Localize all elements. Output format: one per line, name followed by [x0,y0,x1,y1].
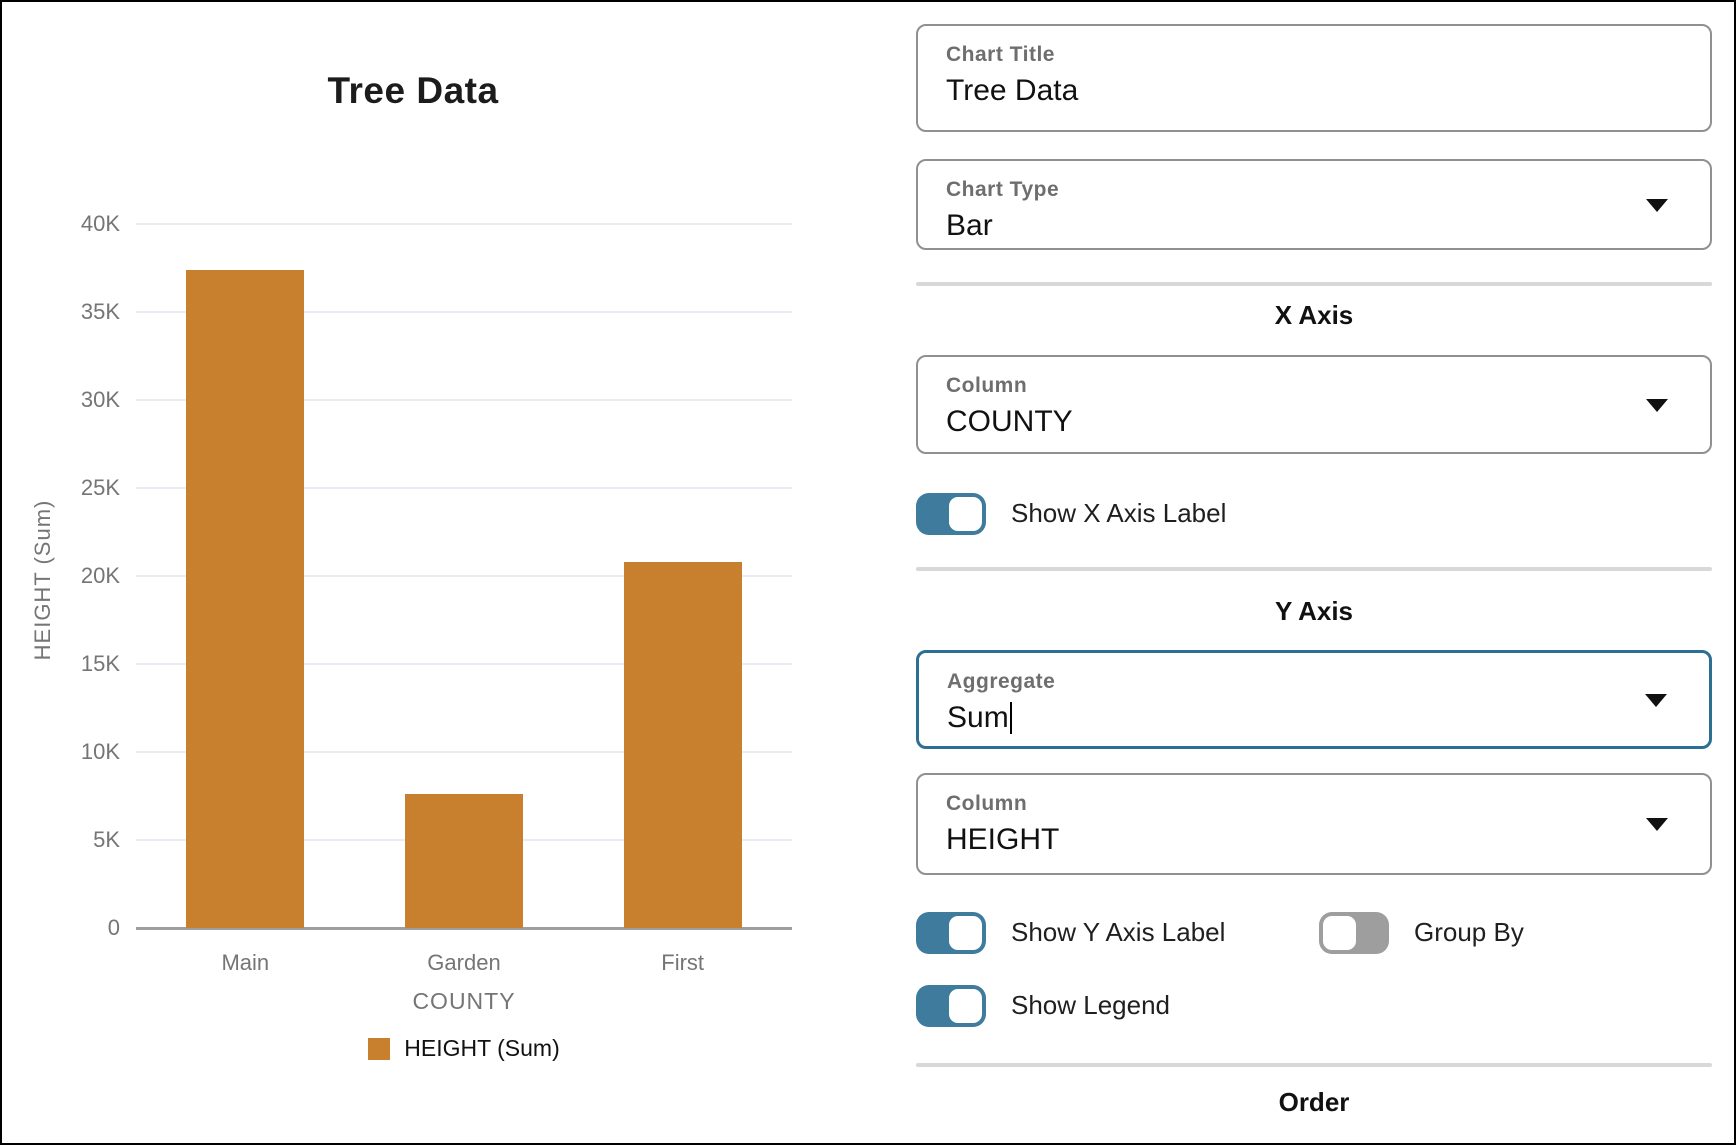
show-legend-row: Show Legend [916,985,1712,1027]
show-y-axis-label-toggle[interactable] [916,912,986,954]
y-axis-column-dropdown[interactable]: Column HEIGHT [916,773,1712,875]
chart-type-dropdown-label: Chart Type [946,178,1060,201]
legend-swatch-icon [368,1037,391,1060]
x-tick-label: Garden [427,950,501,975]
show-legend-toggle[interactable] [916,985,986,1027]
y-axis-column-value: HEIGHT [946,823,1060,856]
chart-type-dropdown-value: Bar [946,209,993,242]
chevron-down-icon [1646,198,1668,212]
show-legend-text: Show Legend [1011,990,1171,1020]
show-x-axis-label-row: Show X Axis Label [916,493,1712,535]
gridline [136,663,792,665]
section-divider [916,1063,1712,1067]
chart-title: Tree Data [327,70,499,111]
y-tick-label: 15K [80,651,120,676]
x-axis-line [136,927,792,930]
bar-first [623,561,742,928]
x-axis-column-value: COUNTY [946,405,1073,438]
chart-legend: HEIGHT (Sum) [136,1035,792,1062]
show-x-axis-label-text: Show X Axis Label [1011,498,1227,528]
show-x-axis-label-toggle[interactable] [916,493,986,535]
toggle-knob [1323,916,1356,950]
y-tick-label: 30K [80,387,120,412]
group-by-text: Group By [1414,917,1524,947]
gridline [136,223,792,225]
chart-title-input-value: Tree Data [946,74,1079,107]
x-axis-column-dropdown[interactable]: Column COUNTY [916,355,1712,454]
y-tick-label: 35K [80,299,120,324]
chevron-down-icon [1646,398,1668,412]
text-cursor [1009,702,1012,734]
x-tick-label: Main [221,950,270,975]
chart-preview: Tree Data HEIGHT (Sum) 0 5K 10K 15K 20K 25K 30… [2,2,824,1143]
y-tick-label: 40K [80,211,120,236]
gridline [136,575,792,577]
y-tick-label: 10K [80,739,120,764]
chart-type-dropdown[interactable]: Chart Type Bar [916,159,1712,250]
show-y-axis-label-text: Show Y Axis Label [1011,917,1226,947]
x-axis-section-heading: X Axis [1274,300,1354,330]
gridline [136,751,792,753]
x-axis-column-label: Column [946,374,1028,397]
chevron-down-icon [1645,693,1667,707]
order-section-heading: Order [1278,1087,1350,1117]
toggle-knob [949,916,982,950]
bar-garden [405,794,523,928]
y-axis-column-label: Column [946,792,1028,815]
y-axis-aggregate-dropdown[interactable]: Aggregate Sum [916,650,1712,749]
y-axis-toggles-row: Show Y Axis Label Group By [916,912,1712,954]
bar-main [186,269,305,928]
y-tick-label: 0 [107,915,120,940]
gridline [136,311,792,313]
y-tick-label: 5K [93,827,120,852]
gridline [136,399,792,401]
chart-title-input[interactable]: Chart Title Tree Data [916,24,1712,132]
y-axis-aggregate-label: Aggregate [947,670,1056,693]
x-axis-title: COUNTY [412,988,516,1014]
y-axis-aggregate-value: Sum [947,701,1709,735]
group-by-toggle[interactable] [1319,912,1389,954]
chart-title-input-label: Chart Title [946,43,1055,66]
y-axis-section-heading: Y Axis [1274,596,1354,626]
toggle-knob [949,989,982,1023]
legend-label: HEIGHT (Sum) [404,1035,560,1061]
section-divider [916,282,1712,286]
section-divider [916,567,1712,571]
x-tick-label: First [661,950,705,975]
gridline [136,487,792,489]
chevron-down-icon [1646,818,1668,831]
toggle-knob [949,497,982,531]
y-tick-label: 25K [80,475,120,500]
y-tick-label: 20K [80,563,120,588]
